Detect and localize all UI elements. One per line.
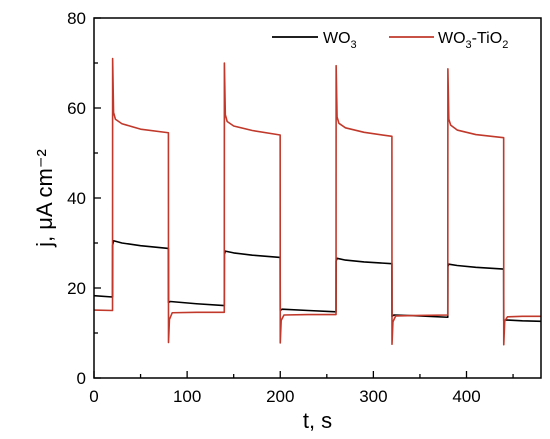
plot-frame xyxy=(93,17,542,379)
series-line-1 xyxy=(93,57,541,346)
y-tick-label: 60 xyxy=(67,99,86,118)
ticks-layer: 0 100 200 300 400 0 20 40 60 80 xyxy=(67,9,514,406)
y-tick-label: 80 xyxy=(67,9,86,28)
y-tick-label: 40 xyxy=(67,189,86,208)
y-tick-label: 0 xyxy=(77,369,86,388)
x-tick-label: 200 xyxy=(266,387,294,406)
legend: WO3 WO3-TiO2 xyxy=(272,30,508,51)
series-layer xyxy=(93,57,542,346)
x-tick-label: 300 xyxy=(359,387,387,406)
y-axis-title: j, μA cm⁻² xyxy=(32,149,57,248)
y-tick-label: 20 xyxy=(67,279,86,298)
x-axis-title: t, s xyxy=(303,408,332,433)
series-line-0 xyxy=(93,239,542,323)
legend-label-wo3: WO3 xyxy=(323,30,357,51)
legend-label-wo3-tio2: WO3-TiO2 xyxy=(438,30,508,51)
x-tick-label: 100 xyxy=(173,387,201,406)
x-tick-label: 400 xyxy=(452,387,480,406)
x-tick-label: 0 xyxy=(89,387,98,406)
